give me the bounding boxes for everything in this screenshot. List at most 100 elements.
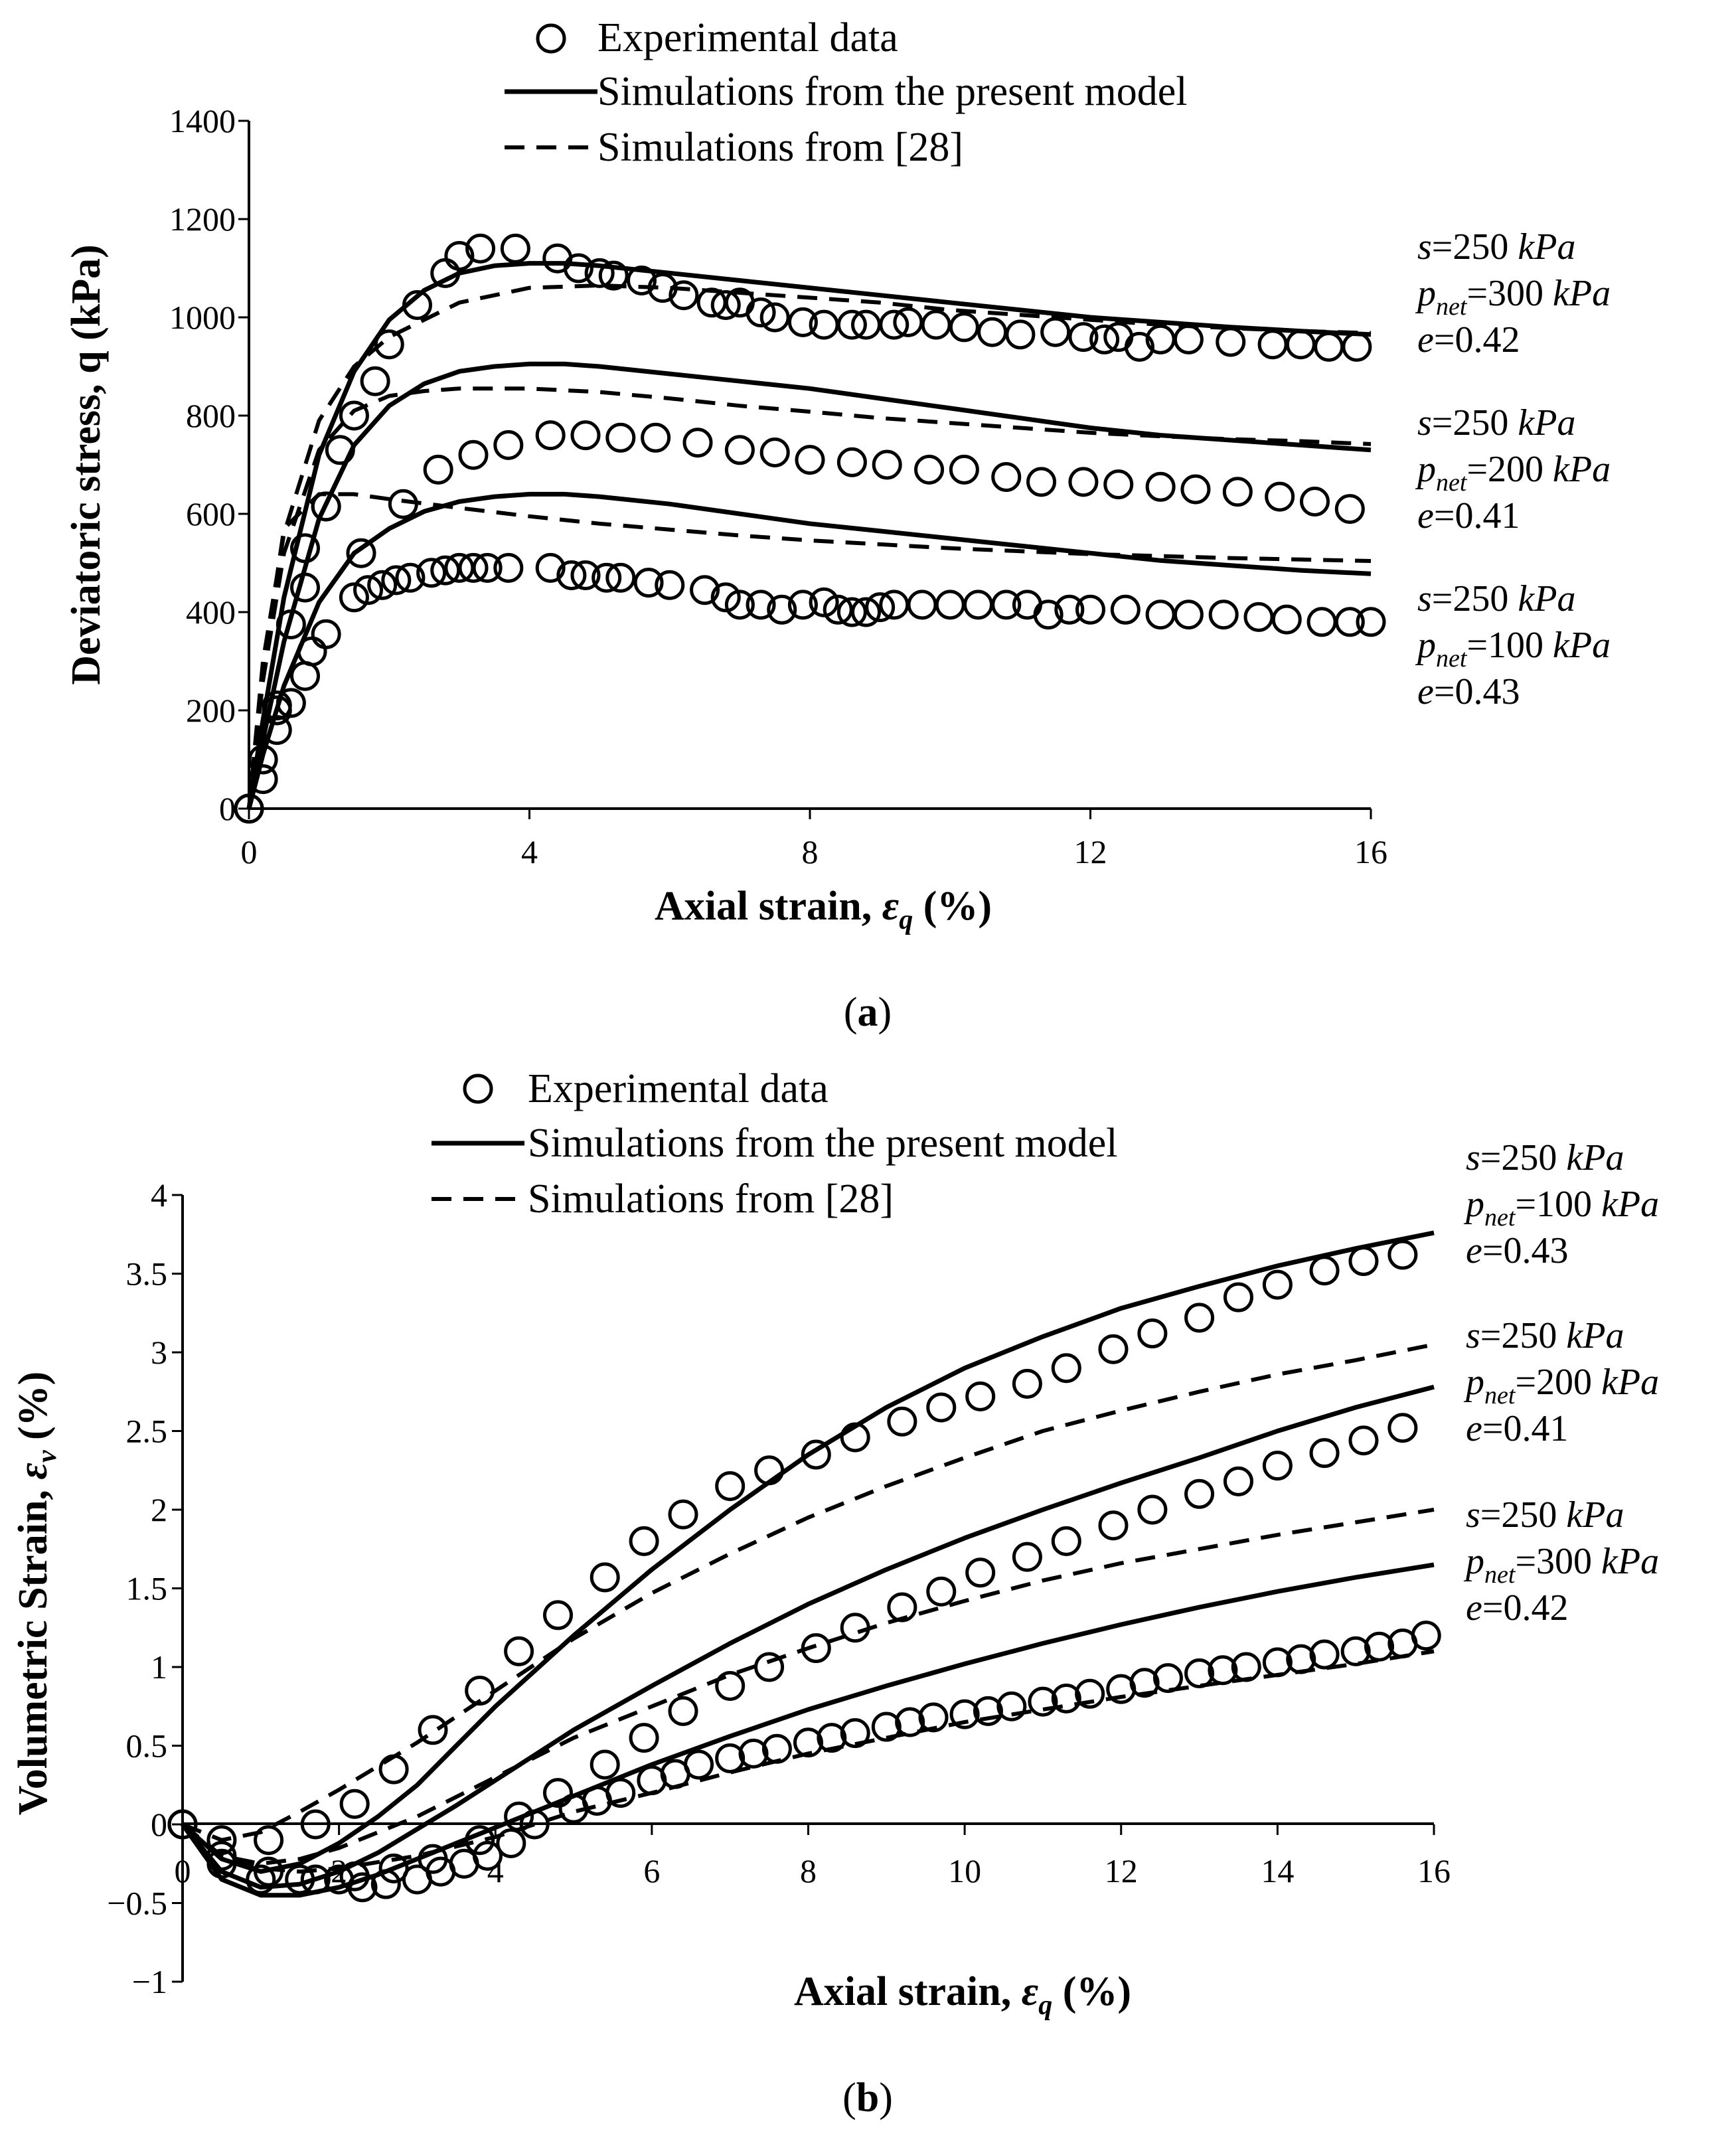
x-tick-labels-b: 0246810121416 bbox=[175, 1824, 1451, 1889]
data-point-experimental bbox=[444, 241, 475, 271]
y-tick-label: 0 bbox=[151, 1806, 167, 1843]
data-point-experimental bbox=[1145, 471, 1176, 502]
series-line-present-model bbox=[181, 1562, 1435, 1898]
data-point-experimental bbox=[1222, 477, 1253, 507]
y-axis-title-b-sub: v bbox=[32, 1449, 62, 1463]
data-point-experimental bbox=[801, 1439, 831, 1470]
y-tick-label: 2.5 bbox=[126, 1413, 168, 1450]
data-point-experimental bbox=[715, 1743, 746, 1773]
data-point-experimental bbox=[935, 590, 965, 620]
data-point-experimental bbox=[918, 1702, 949, 1733]
data-point-experimental bbox=[1216, 327, 1246, 357]
series-line-ref28 bbox=[247, 386, 1372, 809]
data-point-experimental bbox=[1271, 604, 1302, 635]
data-point-experimental bbox=[767, 594, 797, 625]
data-point-experimental bbox=[865, 592, 896, 623]
data-point-experimental bbox=[893, 307, 923, 337]
data-point-experimental bbox=[1257, 329, 1288, 360]
data-point-experimental bbox=[1012, 1368, 1042, 1399]
data-point-experimental bbox=[1173, 599, 1204, 630]
x-tick-label: 10 bbox=[948, 1852, 981, 1889]
y-tick-label: 1000 bbox=[169, 299, 236, 336]
data-point-experimental bbox=[1068, 322, 1099, 353]
x-axis-title-b-prefix: Axial strain, bbox=[794, 1969, 1022, 2014]
data-point-experimental bbox=[1054, 594, 1085, 625]
x-axis-title-b-suffix: (%) bbox=[1052, 1969, 1131, 2014]
data-point-experimental bbox=[1173, 324, 1204, 355]
data-point-experimental bbox=[1348, 1246, 1379, 1277]
data-point-experimental bbox=[339, 582, 369, 613]
data-point-experimental bbox=[1223, 1466, 1253, 1496]
legend-label-experimental: Experimental data bbox=[597, 15, 898, 60]
annotation-b-pnet-100: s=250 kPa pnet=100 kPa e=0.43 bbox=[1463, 1137, 1659, 1271]
legend-marker-experimental-b bbox=[463, 1074, 493, 1104]
y-tick-label: 2 bbox=[151, 1491, 167, 1528]
data-point-experimental bbox=[1184, 1303, 1215, 1333]
data-point-experimental bbox=[423, 454, 453, 485]
y-axis-title-b: Volumetric Strain, εv (%) bbox=[11, 1372, 62, 1816]
annotation-a-100-s: s=250 kPa bbox=[1417, 578, 1575, 619]
data-point-experimental bbox=[1129, 1668, 1160, 1698]
data-point-experimental bbox=[605, 562, 636, 593]
data-point-experimental bbox=[872, 449, 902, 480]
y-tick-label: −0.5 bbox=[107, 1885, 167, 1922]
data-point-experimental bbox=[1184, 1658, 1215, 1688]
data-point-experimental bbox=[1306, 607, 1337, 637]
legend-marker-experimental bbox=[536, 23, 566, 54]
series-line-ref28 bbox=[247, 283, 1372, 809]
x-tick-label: 4 bbox=[521, 833, 538, 870]
y-tick-labels-b: −1 −0.5 0 0.5 1 1.5 2 2.5 3 3.5 4 bbox=[107, 1176, 183, 2000]
x-axis-title-a-symbol: ε bbox=[882, 884, 899, 929]
data-point-experimental bbox=[715, 1670, 746, 1701]
data-point-experimental bbox=[493, 430, 524, 460]
x-tick-label: 8 bbox=[800, 1852, 817, 1889]
data-point-experimental bbox=[1098, 1510, 1129, 1541]
data-point-experimental bbox=[1348, 1425, 1379, 1456]
data-point-experimental bbox=[759, 438, 790, 467]
data-point-experimental bbox=[655, 570, 685, 600]
x-axis-title-b-symbol: ε bbox=[1022, 1969, 1038, 2014]
data-point-experimental bbox=[963, 590, 993, 620]
data-point-experimental bbox=[543, 1778, 573, 1808]
data-point-experimental bbox=[1309, 1438, 1340, 1469]
data-point-experimental bbox=[710, 290, 741, 320]
legend-b: Experimental data Simulations from the p… bbox=[432, 1066, 1118, 1222]
annotation-a-200-pnet: pnet=200 kPa bbox=[1415, 449, 1611, 497]
annotation-a-pnet-100: s=250 kPa pnet=100 kPa e=0.43 bbox=[1415, 578, 1611, 712]
x-axis-title-a: Axial strain, εq (%) bbox=[655, 884, 992, 935]
x-axis-title-b-sub: q bbox=[1038, 1990, 1052, 2021]
y-tick-label: 0.5 bbox=[126, 1727, 168, 1765]
data-point-experimental bbox=[1103, 469, 1134, 500]
data-point-experimental bbox=[759, 302, 790, 333]
data-point-experimental bbox=[543, 1600, 573, 1631]
data-point-experimental bbox=[374, 329, 404, 360]
data-point-experimental bbox=[965, 1381, 996, 1411]
data-point-experimental bbox=[535, 420, 566, 451]
data-point-experimental bbox=[991, 462, 1022, 492]
data-point-experimental bbox=[879, 309, 909, 340]
data-point-experimental bbox=[311, 619, 341, 649]
data-point-experimental bbox=[926, 1392, 957, 1423]
x-tick-label: 12 bbox=[1105, 1852, 1138, 1889]
data-point-experimental bbox=[1334, 494, 1365, 524]
legend-label-ref28: Simulations from [28] bbox=[597, 125, 963, 170]
data-point-experimental bbox=[1285, 329, 1316, 360]
data-point-experimental bbox=[1342, 331, 1372, 362]
data-point-experimental bbox=[949, 312, 979, 343]
y-tick-label: 400 bbox=[186, 594, 236, 631]
x-axis-title-a-sub: q bbox=[899, 905, 913, 935]
data-point-experimental bbox=[949, 1699, 980, 1729]
y-tick-label: 200 bbox=[186, 692, 236, 729]
data-point-experimental bbox=[1314, 331, 1344, 362]
y-tick-label: −1 bbox=[132, 1963, 167, 2000]
x-tick-label: 14 bbox=[1261, 1852, 1294, 1889]
data-point-experimental bbox=[724, 435, 755, 465]
data-point-experimental bbox=[1033, 599, 1064, 630]
data-point-experimental bbox=[339, 400, 369, 431]
data-point-experimental bbox=[378, 1853, 409, 1883]
data-point-experimental bbox=[1223, 1282, 1253, 1313]
x-tick-label: 16 bbox=[1354, 833, 1387, 870]
data-point-experimental bbox=[851, 597, 881, 627]
annotation-a-100-e: e=0.43 bbox=[1417, 671, 1520, 712]
data-point-experimental bbox=[907, 590, 937, 620]
